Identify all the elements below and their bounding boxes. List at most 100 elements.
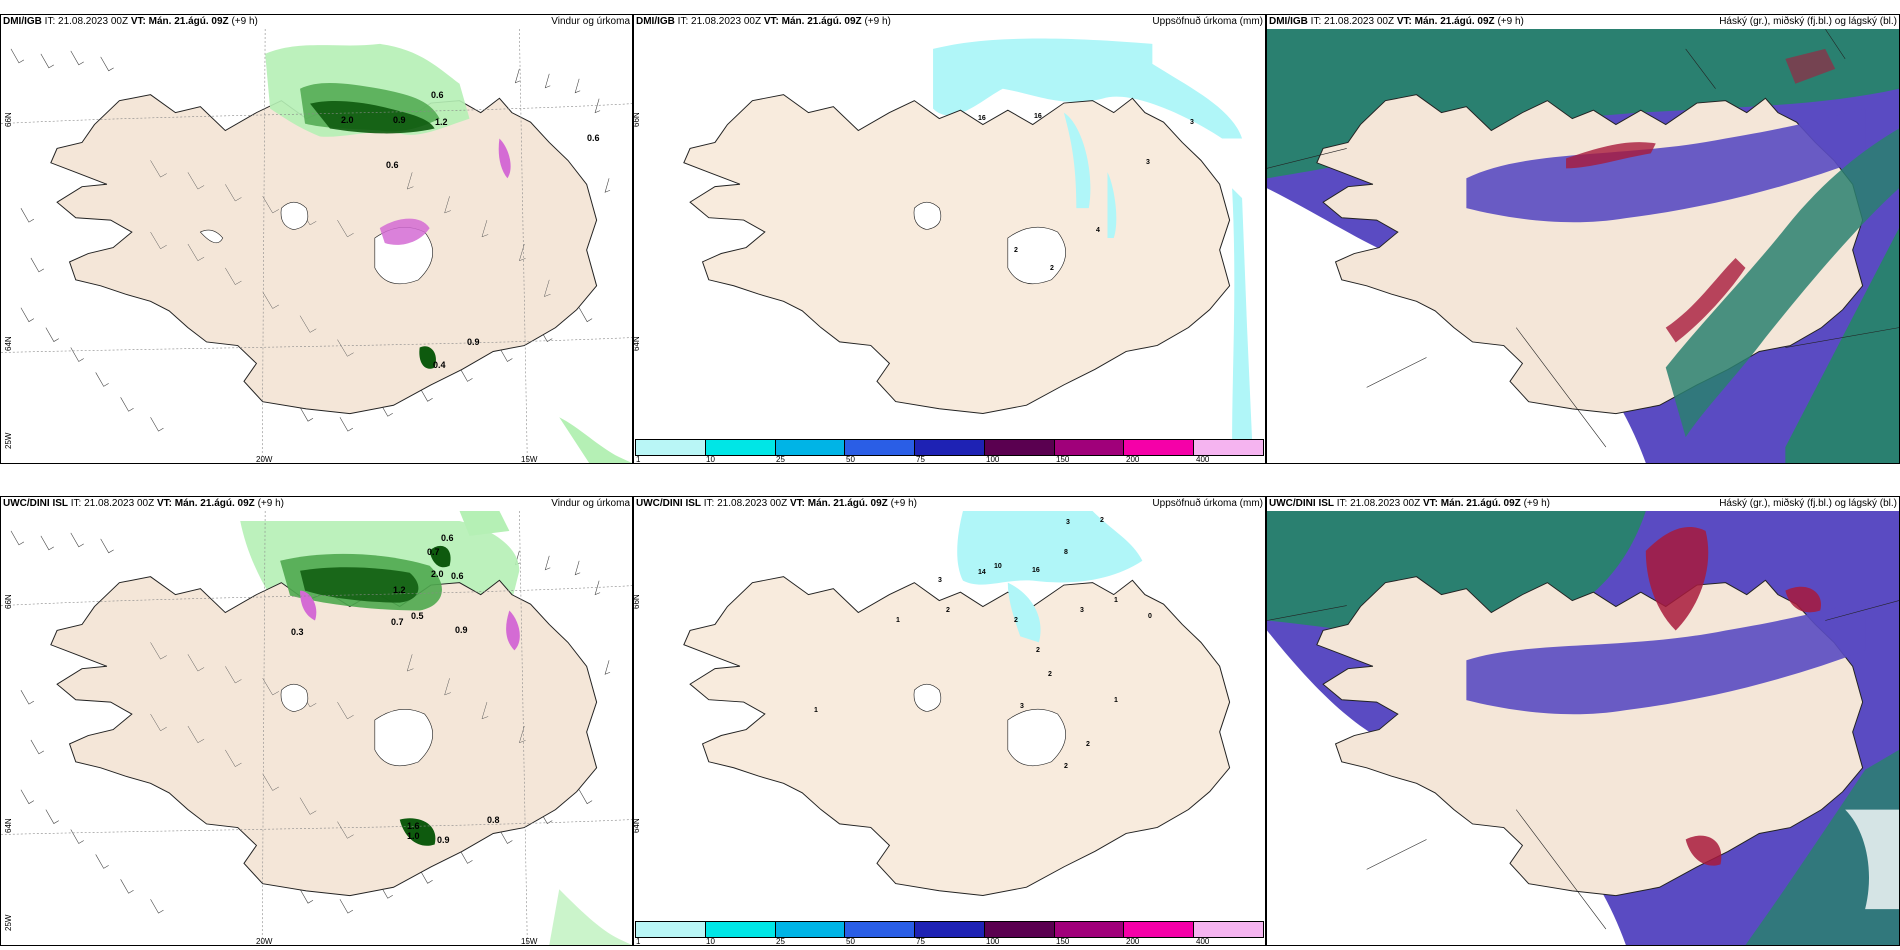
accum-value: 16: [978, 115, 986, 122]
colorbar-tick: 150: [1056, 937, 1070, 946]
precip-value: 0.3: [291, 627, 304, 637]
accum-value: 16: [1032, 567, 1040, 574]
colorbar-swatch: [1124, 922, 1195, 937]
lat-label: 64N: [4, 336, 13, 351]
accum-value: 16: [1034, 113, 1042, 120]
accum-value: 2: [1100, 517, 1104, 524]
accum-value: 2: [1086, 741, 1090, 748]
lon-label: 15W: [521, 455, 538, 464]
valid-time-label: VT:: [789, 498, 805, 509]
precip-value: 0.6: [431, 90, 444, 100]
init-time: IT: 21.08.2023 00Z: [1336, 498, 1421, 509]
precip-value: 0.9: [393, 115, 406, 125]
init-time: IT: 21.08.2023 00Z: [44, 16, 129, 27]
precip-value: 1.0: [407, 831, 420, 841]
panel-clouds-dini: UWC/DINI ISL IT: 21.08.2023 00Z VT: Mán.…: [1266, 496, 1900, 946]
precip-value: 0.6: [587, 133, 600, 143]
lat-label: 66N: [633, 112, 641, 127]
colorbar-tick: 10: [706, 455, 715, 464]
precip-value: 0.6: [386, 160, 399, 170]
accum-value: 1: [1114, 597, 1118, 604]
colorbar-swatch: [636, 440, 706, 455]
valid-time: Mán. 21.ágú. 09Z: [781, 16, 862, 27]
precip-shading: [265, 43, 632, 463]
model-name: UWC/DINI ISL: [1269, 498, 1334, 509]
colorbar-swatch: [984, 922, 1055, 937]
accum-precip-map: [634, 511, 1265, 921]
forecast-offset: (+9 h): [864, 16, 891, 27]
accum-value: 2: [1014, 247, 1018, 254]
colorbar-swatch: [845, 922, 916, 937]
colorbar-tick: 100: [986, 455, 1000, 464]
colorbar-tick: 200: [1126, 455, 1140, 464]
lon-label: 20W: [256, 937, 273, 946]
accum-value: 2: [1036, 647, 1040, 654]
colorbar-tick: 75: [916, 937, 925, 946]
panel-title: Háský (gr.), miðský (fj.bl.) og lágský (…: [1719, 16, 1897, 27]
accum-value: 3: [1020, 703, 1024, 710]
panel-wind-precip-dmi: DMI/IGB IT: 21.08.2023 00Z VT: Mán. 21.á…: [0, 14, 633, 464]
accum-value: 1: [896, 617, 900, 624]
valid-time-label: VT:: [1422, 498, 1438, 509]
forecast-offset: (+9 h): [890, 498, 917, 509]
forecast-offset: (+9 h): [1523, 498, 1550, 509]
model-name: UWC/DINI ISL: [3, 498, 68, 509]
model-name: DMI/IGB: [1269, 16, 1308, 27]
accum-value: 3: [938, 577, 942, 584]
model-name: DMI/IGB: [3, 16, 42, 27]
colorbar-swatch: [845, 440, 916, 455]
valid-time: Mán. 21.ágú. 09Z: [1440, 498, 1521, 509]
cloud-map: [1267, 511, 1899, 945]
colorbar-tick: 75: [916, 455, 925, 464]
accum-value: 2: [1064, 763, 1068, 770]
cloud-map: [1267, 29, 1899, 463]
forecast-offset: (+9 h): [1497, 16, 1524, 27]
panel-header: UWC/DINI ISL IT: 21.08.2023 00Z VT: Mán.…: [634, 497, 1265, 511]
panel-header: DMI/IGB IT: 21.08.2023 00Z VT: Mán. 21.á…: [1, 15, 632, 29]
precip-value: 0.4: [433, 360, 446, 370]
lat-label: 64N: [4, 818, 13, 833]
colorbar-tick: 50: [846, 455, 855, 464]
lon-label-left: 25W: [4, 432, 13, 449]
colorbar-swatch: [1194, 922, 1264, 937]
panel-accum-precip-dmi: DMI/IGB IT: 21.08.2023 00Z VT: Mán. 21.á…: [633, 14, 1266, 464]
lon-label: 15W: [521, 937, 538, 946]
colorbar-swatch: [636, 922, 706, 937]
lat-label: 66N: [633, 594, 641, 609]
precip-colorbar: 1 10 25 50 75 100 150 200 400: [634, 439, 1265, 463]
forecast-offset: (+9 h): [257, 498, 284, 509]
forecast-offset: (+9 h): [231, 16, 258, 27]
colorbar-swatch: [1054, 440, 1125, 455]
accum-value: 14: [978, 569, 986, 576]
accum-value: 2: [1014, 617, 1018, 624]
init-time: IT: 21.08.2023 00Z: [703, 498, 788, 509]
accum-value: 3: [1066, 519, 1070, 526]
accum-precip-map: [634, 29, 1265, 439]
colorbar-swatch: [984, 440, 1055, 455]
precip-value: 0.8: [487, 815, 500, 825]
wind-precip-map: [1, 29, 632, 463]
colorbar-swatch: [915, 922, 985, 937]
model-name: UWC/DINI ISL: [636, 498, 701, 509]
valid-time-label: VT:: [156, 498, 172, 509]
panel-title: Vindur og úrkoma: [551, 16, 630, 27]
precip-value: 0.7: [391, 617, 404, 627]
valid-time-label: VT:: [763, 16, 779, 27]
precip-value: 1.6: [407, 821, 420, 831]
colorbar-swatch: [775, 440, 846, 455]
panel-title: Vindur og úrkoma: [551, 498, 630, 509]
colorbar-tick: 400: [1196, 455, 1210, 464]
accum-value: 8: [1064, 549, 1068, 556]
accum-value: 3: [1190, 119, 1194, 126]
valid-time: Mán. 21.ágú. 09Z: [174, 498, 255, 509]
colorbar-tick: 200: [1126, 937, 1140, 946]
precip-value: 2.0: [431, 569, 444, 579]
panel-wind-precip-dini: UWC/DINI ISL IT: 21.08.2023 00Z VT: Mán.…: [0, 496, 633, 946]
accum-value: 3: [1146, 159, 1150, 166]
colorbar-swatch: [1194, 440, 1264, 455]
colorbar-swatch: [1054, 922, 1125, 937]
precip-value: 0.9: [437, 835, 450, 845]
colorbar-tick: 100: [986, 937, 1000, 946]
accum-value: 0: [1148, 613, 1152, 620]
colorbar-swatch: [705, 922, 776, 937]
